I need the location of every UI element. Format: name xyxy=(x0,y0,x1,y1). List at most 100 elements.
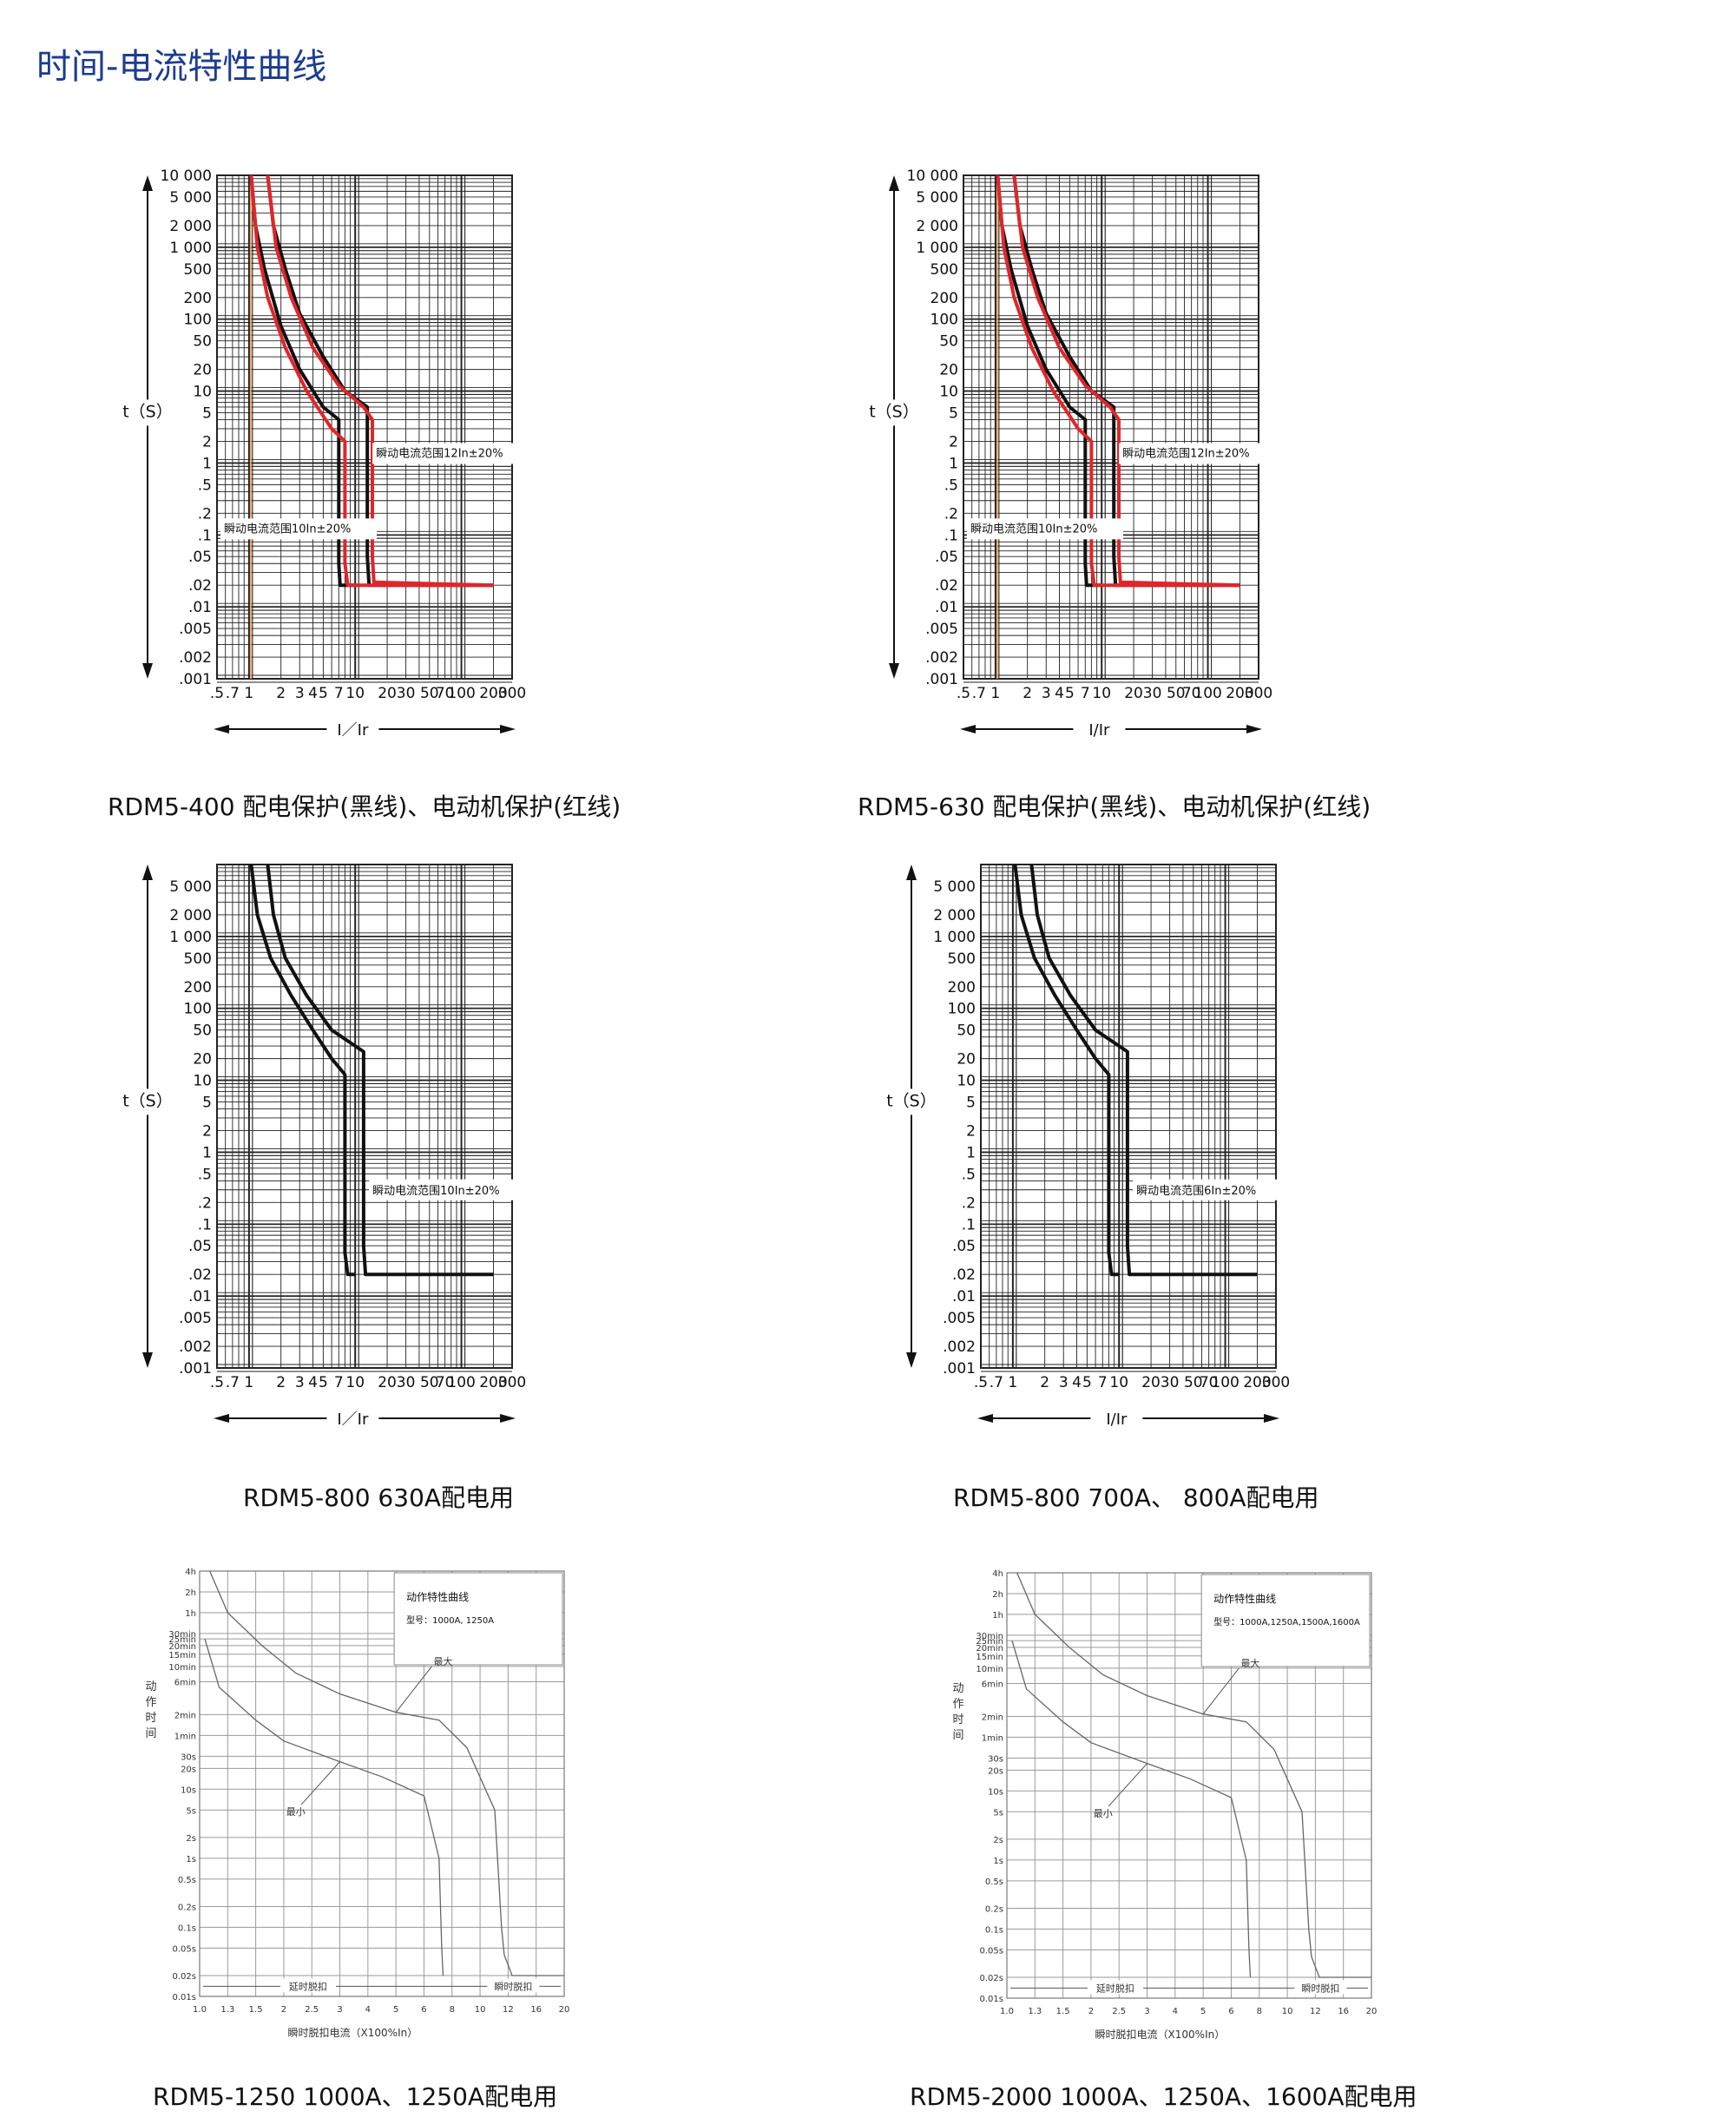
y-tick-label: .002 xyxy=(179,649,212,667)
y-tick-label: .1 xyxy=(198,1216,212,1233)
arrow-right-icon xyxy=(500,725,516,733)
arrow-right-icon xyxy=(500,1414,516,1423)
y-tick-label: 500 xyxy=(930,261,958,279)
annotation-bg xyxy=(1119,443,1276,464)
x-axis-label: I／Ir xyxy=(337,1411,369,1429)
caption-rdm5-800-630a: RDM5-800 630A配电用 xyxy=(243,1483,515,1512)
x-tick-label: 5 xyxy=(319,1374,328,1391)
y-tick-label: 0.01s xyxy=(980,1995,1003,2004)
x-tick-label: 100 xyxy=(447,1374,475,1391)
arrow-left-icon xyxy=(214,725,229,733)
x-tick-label: 100 xyxy=(1194,685,1221,702)
annotation-label: 瞬动电流范围6In±20% xyxy=(1136,1185,1256,1198)
curves xyxy=(996,174,1240,588)
chart-rdm5-630: 10 000 5 000 2 000 1 000 500 200 100 50 20 10 5 2 1.… xyxy=(859,167,1380,792)
x-tick-label: 10 xyxy=(1092,685,1111,702)
y-tick-label: 20 xyxy=(193,362,212,379)
y-tick-label: 0.2s xyxy=(985,1904,1003,1914)
y-tick-label: 100 xyxy=(948,1001,976,1018)
y-tick-label: 10s xyxy=(988,1787,1003,1797)
y-tick-label: 2 000 xyxy=(916,218,958,235)
arrow-down-icon xyxy=(906,1352,917,1368)
y-tick-label: 5 xyxy=(949,405,958,423)
y-tick-labels: 10 000 5 000 2 000 1 000 500 200 100 50 20 10 5 2 1.… xyxy=(907,168,958,688)
y-tick-label: 500 xyxy=(948,950,976,968)
x-tick-label: 1.3 xyxy=(1028,2007,1042,2016)
x-tick-label: 16 xyxy=(1338,2007,1349,2016)
y-tick-label: 2h xyxy=(185,1588,196,1598)
x-tick-label: 2.5 xyxy=(1112,2007,1126,2016)
x-tick-label: 4 xyxy=(1055,685,1064,702)
y-tick-label: 10 xyxy=(957,1073,976,1090)
curve-1 xyxy=(1011,1641,1252,1978)
y-tick-label: 5 000 xyxy=(169,189,212,207)
grid xyxy=(963,174,1259,683)
x-tick-label: 30 xyxy=(1143,685,1162,702)
y-tick-label: 20min xyxy=(168,1642,196,1652)
y-tick-label: .2 xyxy=(962,1194,976,1212)
y-tick-label: 0.05s xyxy=(980,1946,1003,1956)
y-tick-label: 200 xyxy=(948,979,976,996)
y-tick-label: 6min xyxy=(174,1678,196,1687)
annotation-max: 最大 xyxy=(433,1655,452,1667)
curve-black-1 xyxy=(266,864,494,1277)
annotation-bg xyxy=(1294,1980,1347,1995)
x-tick-label: 10 xyxy=(345,685,365,702)
x-tick-label: 10 xyxy=(345,1374,365,1391)
x-tick-label: 2 xyxy=(1023,685,1032,702)
leader-line xyxy=(1202,1667,1240,1714)
x-tick-label: 50 xyxy=(1167,685,1186,702)
x-tick-label: 1 xyxy=(244,1374,253,1391)
y-tick-label: 10 xyxy=(193,1073,212,1090)
arrow-right-icon xyxy=(1246,725,1262,733)
y-tick-label: 2h xyxy=(992,1590,1003,1600)
y-tick-label: 10 xyxy=(193,384,212,401)
curve-red-3 xyxy=(266,174,494,588)
x-tick-label: 20 xyxy=(559,2005,570,2015)
y-tick-label: 2min xyxy=(982,1713,1003,1722)
y-tick-label: 0.5s xyxy=(985,1877,1003,1887)
y-tick-label: .1 xyxy=(198,527,212,544)
y-tick-label: 1 xyxy=(202,1144,212,1161)
y-tick-label: .05 xyxy=(935,549,958,566)
y-tick-label: .002 xyxy=(179,1338,212,1356)
leader-line xyxy=(1108,1763,1147,1807)
y-tick-label: 2 000 xyxy=(933,907,976,924)
x-tick-label: 1.5 xyxy=(1056,2007,1070,2016)
arrow-left-icon xyxy=(977,1414,993,1423)
chart-svg: 10 000 5 000 2 000 1 000 500 200 100 50 20 10 5 2 1.… xyxy=(869,168,1276,740)
x-tick-label: 8 xyxy=(1257,2007,1262,2016)
chart-rdm5-2000: 动作特性曲线 型号：1000A,1250A,1500A,1600A 4h 2h 1h 30… xyxy=(946,1564,1432,2050)
x-tick-label: 1 xyxy=(990,685,1000,702)
y-tick-label: 200 xyxy=(930,290,958,307)
x-axis-label: 瞬时脱扣电流（X100%In） xyxy=(1095,2028,1226,2041)
annotation-label: 瞬动电流范围12In±20% xyxy=(376,447,503,460)
y-tick-label: 25min xyxy=(168,1635,196,1645)
y-tick-label: 1h xyxy=(992,1611,1003,1621)
y-tick-label: 2s xyxy=(993,1836,1003,1845)
y-tick-label: .005 xyxy=(925,621,958,638)
y-axis-label-char: 动 xyxy=(952,1682,963,1695)
y-axis-label: t（S） xyxy=(869,402,919,421)
x-tick-label: 2 xyxy=(1040,1374,1049,1391)
x-tick-label: .5 xyxy=(957,685,970,702)
y-tick-label: 100 xyxy=(930,312,958,329)
y-tick-label: .001 xyxy=(943,1360,976,1378)
y-tick-labels: 10 000 5 000 2 000 1 000 500 200 100 50 20 10 5 2 1.… xyxy=(161,168,212,688)
annotation-min: 最小 xyxy=(1094,1808,1113,1819)
y-tick-label: .5 xyxy=(198,1166,212,1183)
y-tick-label: 0.1s xyxy=(178,1923,196,1933)
y-tick-label: 10 000 xyxy=(161,168,212,185)
y-tick-label: 0.5s xyxy=(178,1876,196,1885)
plot-frame xyxy=(1006,1572,1372,1999)
y-tick-label: 2 000 xyxy=(169,907,212,924)
caption-rdm5-2000: RDM5-2000 1000A、1250A、1600A配电用 xyxy=(910,2082,1417,2111)
y-tick-label: .001 xyxy=(179,1360,212,1378)
y-tick-label: 6min xyxy=(982,1680,1003,1689)
arrow-up-icon xyxy=(142,865,153,880)
y-axis-label-char: 动 xyxy=(145,1680,156,1693)
x-tick-label: 5 xyxy=(1082,1374,1092,1391)
x-tick-label: 2 xyxy=(1088,2007,1094,2016)
